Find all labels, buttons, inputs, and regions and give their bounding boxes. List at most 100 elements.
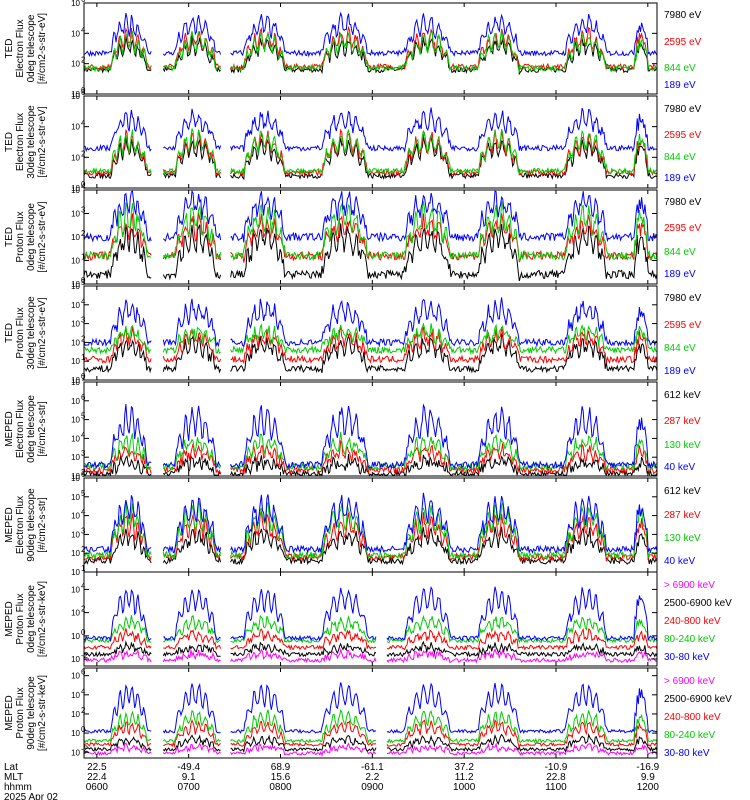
x-tick-label-mlt: 2.2 (365, 772, 379, 783)
legend-entry: 844 eV (664, 152, 696, 163)
y-axis-label-line: Proton Flux (15, 211, 26, 262)
y-axis-label-line: Electron Flux (15, 19, 26, 77)
y-tick-exponent: 3 (81, 526, 86, 535)
x-tick-label-mlt: 22.8 (546, 772, 566, 783)
series-trace (83, 332, 658, 374)
x-tick-label-mlt: 22.4 (87, 772, 107, 783)
y-axis-label-line: TED (4, 132, 15, 152)
legend-entry: 2595 eV (664, 37, 702, 48)
y-tick-exponent: 5 (81, 489, 86, 498)
legend-entry: 30-80 keV (664, 652, 710, 663)
legend-entry: 240-800 keV (664, 712, 721, 723)
y-tick-label: 10 (71, 90, 80, 99)
legend-entry: 80-240 keV (664, 730, 715, 741)
y-tick-exponent: 1 (81, 564, 86, 573)
y-axis-label-line: MEPED (4, 411, 15, 447)
y-tick-label: 10 (71, 60, 80, 69)
x-tick-label-mlt: 9.9 (641, 772, 655, 783)
x-tick-label-lat: -16.9 (636, 762, 659, 773)
y-axis-label-line: MEPED (4, 601, 15, 637)
y-tick-label: 10 (71, 549, 80, 558)
panel-8: MEPED Proton Flux 90deg telescope [#/cm2-s-… (4, 667, 732, 759)
y-tick-exponent: 1 (81, 253, 86, 262)
y-tick-exponent: -2 (81, 744, 89, 753)
y-tick-label: 10 (71, 397, 80, 406)
y-tick-exponent: 2 (81, 605, 86, 614)
y-axis-label-line: MEPED (4, 507, 15, 543)
panel-2: TED Electron Flux 30deg telescope [#/cm2-s-… (4, 88, 702, 193)
panel-1: TED Electron Flux 0deg telescope [#/cm2-s-s… (4, 0, 702, 99)
x-tick-label-lat: 22.5 (87, 762, 107, 773)
legend-entry: 7980 eV (664, 104, 702, 115)
y-tick-exponent: 6 (81, 0, 86, 4)
y-tick-exponent: 4 (81, 581, 86, 590)
y-tick-label: 10 (71, 29, 80, 38)
y-tick-label: 10 (71, 153, 80, 162)
legend-entry: 80-240 keV (664, 634, 715, 645)
y-tick-exponent: 4 (81, 430, 86, 439)
legend-entry: 189 eV (664, 269, 696, 280)
x-tick-label-lat: -61.1 (361, 762, 384, 773)
y-axis-label-line: 30deg telescope (26, 296, 37, 370)
y-tick-label: 10 (71, 512, 80, 521)
y-axis-label-line: TED (4, 39, 15, 59)
y-tick-label: 10 (71, 453, 80, 462)
y-axis-label: MEPED Proton Flux 0deg telescope [#/cm2-s-s… (4, 581, 48, 657)
legend-entry: 40 keV (664, 556, 695, 567)
y-tick-exponent: 0 (81, 628, 86, 637)
series-trace (83, 492, 658, 555)
y-tick-exponent: 1 (81, 353, 86, 362)
x-tick-label-mlt: 15.6 (271, 772, 291, 783)
y-tick-exponent: 6 (81, 88, 86, 97)
series-trace (83, 189, 658, 243)
legend-entry: 40 keV (664, 462, 695, 473)
series-trace (83, 647, 658, 664)
series-trace (83, 682, 658, 735)
series-trace (83, 128, 657, 177)
y-axis-label-line: 0deg telescope (26, 585, 37, 653)
legend-entry: 287 keV (664, 416, 701, 427)
y-tick-exponent: 2 (81, 149, 86, 158)
y-tick-label: 10 (71, 301, 80, 310)
y-tick-exponent: 4 (81, 119, 86, 128)
y-tick-exponent: 0 (81, 180, 86, 189)
legend-entry: 612 keV (664, 390, 701, 401)
y-tick-label: 10 (71, 233, 80, 242)
y-axis-label-line: 0deg telescope (26, 395, 37, 463)
y-tick-exponent: 0 (81, 725, 86, 734)
x-tick-label-lat: 37.2 (454, 762, 474, 773)
y-axis-label-line: 90deg telescope (26, 676, 37, 750)
y-tick-label: 10 (71, 280, 80, 289)
y-axis-label-line: Electron Flux (15, 496, 26, 554)
panel-frame (83, 95, 658, 189)
y-axis-label-line: Electron Flux (15, 113, 26, 171)
y-tick-exponent: 5 (81, 278, 86, 287)
y-axis-label-line: 30deg telescope (26, 105, 37, 179)
y-axis-label-line: TED (4, 323, 15, 343)
series-trace (83, 742, 658, 757)
x-tick-label-hhmm: 1000 (453, 782, 476, 793)
y-tick-label: 10 (71, 568, 80, 577)
legend-entry: > 6900 keV (664, 676, 715, 687)
y-tick-exponent: 6 (81, 668, 86, 677)
legend-entry: 2500-6900 keV (664, 598, 732, 609)
y-axis-label-line: [#/cm2-s-str-keV] (37, 675, 48, 751)
y-tick-exponent: 2 (81, 706, 86, 715)
y-axis-label-line: [#/cm2-s-str-eV] (37, 201, 48, 272)
y-tick-exponent: 7 (81, 374, 86, 383)
y-tick-label: 10 (71, 655, 80, 664)
y-tick-label: 10 (71, 474, 80, 483)
y-tick-label: 10 (71, 376, 80, 385)
panel-frame (83, 2, 658, 95)
series-trace (83, 500, 658, 561)
series-trace (83, 640, 658, 658)
panel-frame (83, 571, 658, 667)
panel-frame (83, 381, 658, 477)
series-trace (83, 297, 658, 348)
y-axis-label-line: [#/cm2-s-str-keV] (37, 581, 48, 657)
y-axis-label: TED Electron Flux 30deg telescope [#/cm2-s-… (4, 105, 48, 179)
series-trace (83, 403, 658, 470)
y-tick-label: 10 (71, 748, 80, 757)
legend-entry: 7980 eV (664, 293, 702, 304)
